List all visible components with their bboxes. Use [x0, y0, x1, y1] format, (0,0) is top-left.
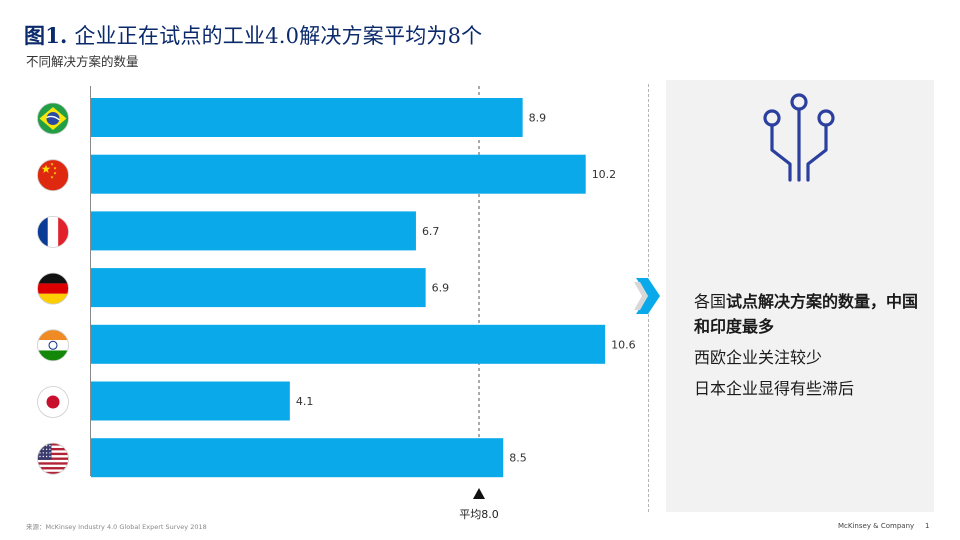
bar-1	[91, 154, 586, 194]
bar-value-label: 6.9	[432, 282, 450, 295]
average-marker-icon	[473, 488, 485, 499]
china-flag-icon	[37, 159, 69, 192]
bar-6	[91, 438, 504, 478]
insight-1-prefix: 各国	[694, 292, 727, 311]
bar-value-label: 4.1	[296, 395, 314, 408]
india-flag-icon	[37, 329, 69, 362]
bar-value-label: 10.6	[611, 338, 636, 351]
average-label: 平均8.0	[459, 508, 499, 521]
brazil-flag-icon	[37, 102, 69, 135]
page-number: 1	[925, 522, 930, 530]
insight-3: 日本企业显得有些滞后	[694, 379, 855, 398]
source-note: 来源：McKinsey Industry 4.0 Global Expert S…	[26, 523, 207, 531]
usa-flag-icon	[37, 442, 69, 475]
insight-1-mid: 的数量，	[822, 292, 887, 311]
insight-1-highlight: 试点解决方案	[726, 292, 823, 311]
chevron-right-icon	[634, 278, 660, 314]
bar-value-label: 8.9	[529, 112, 547, 125]
page-title: 图1. 企业正在试点的工业4.0解决方案平均为8个	[24, 20, 482, 50]
insight-2: 西欧企业关注较少	[694, 348, 823, 367]
france-flag-icon	[37, 215, 69, 248]
insight-1-highlight-2: 中国和印度	[694, 292, 919, 336]
circuit-icon	[763, 93, 835, 182]
insights-panel: 各国试点解决方案的数量，中国和印度最多 西欧企业关注较少 日本企业显得有些滞后	[666, 80, 934, 512]
insight-1-suffix: 最多	[742, 317, 775, 336]
bar-0	[91, 98, 523, 137]
bar-2	[91, 211, 416, 251]
germany-flag-icon	[37, 272, 69, 305]
title-figure-number: 图1.	[24, 23, 68, 48]
bar-value-label: 8.5	[509, 452, 527, 465]
bar-value-label: 10.2	[592, 168, 617, 181]
title-text: 企业正在试点的工业4.0解决方案平均为8个	[67, 24, 483, 48]
bar-3	[91, 268, 426, 308]
insights-text: 各国试点解决方案的数量，中国和印度最多 西欧企业关注较少 日本企业显得有些滞后	[694, 289, 926, 407]
bar-4	[91, 324, 606, 364]
insight-1: 各国试点解决方案的数量，中国和印度最多	[694, 289, 926, 339]
bar-value-label: 6.7	[422, 225, 440, 238]
japan-flag-icon	[37, 386, 69, 418]
bar-chart: 平均8.0 8.9 10.2 6.7 6.9 10.6 4.1 8.5	[37, 86, 636, 521]
chart-subtitle: 不同解决方案的数量	[26, 54, 139, 69]
bar-5	[91, 381, 290, 421]
brand-name: McKinsey & Company	[838, 522, 915, 530]
